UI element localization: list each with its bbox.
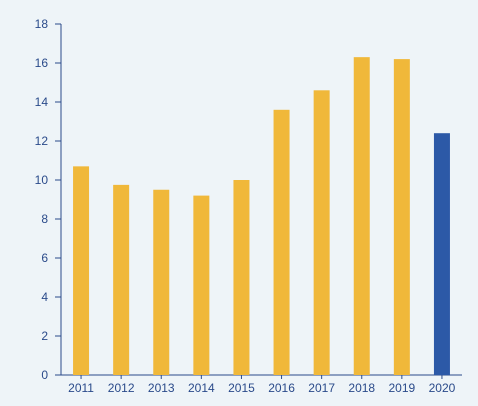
bar-2015 [233,180,250,375]
x-tick-label: 2018 [348,381,375,395]
x-axis: 2011 2012 2013 2014 2015 2016 2017 2018 2019 2020 [61,374,462,395]
y-tick-label: 12 [35,134,49,148]
x-tick-label: 2014 [188,381,215,395]
bar-2019 [393,59,410,375]
y-tick-label: 4 [41,290,48,304]
y-tick-label: 6 [41,251,48,265]
y-tick-label: 2 [41,329,48,343]
y-tick-label: 16 [35,56,49,70]
x-tick-label: 2013 [148,381,175,395]
bar-2014 [193,195,210,375]
x-tick-label: 2015 [228,381,255,395]
bar-2013 [153,189,170,375]
y-tick-label: 0 [41,368,48,382]
y-tick-label: 10 [35,173,49,187]
bar-2018 [353,57,370,376]
bar-2016 [273,109,290,376]
y-tick-label: 18 [35,17,49,31]
bar-2020 [433,133,450,375]
y-tick-label: 14 [35,95,49,109]
x-tick-label: 2020 [429,381,456,395]
y-axis: 0 2 4 6 8 10 12 14 16 18 [35,17,62,382]
x-tick-label: 2017 [308,381,335,395]
bar-2017 [313,90,330,376]
bars [73,57,450,376]
x-tick-label: 2019 [388,381,415,395]
x-tick-label: 2016 [268,381,295,395]
bar-2011 [73,166,90,375]
y-tick-label: 8 [41,212,48,226]
x-tick-label: 2011 [68,381,94,395]
x-tick-label: 2012 [108,381,135,395]
bar-2012 [113,184,130,375]
